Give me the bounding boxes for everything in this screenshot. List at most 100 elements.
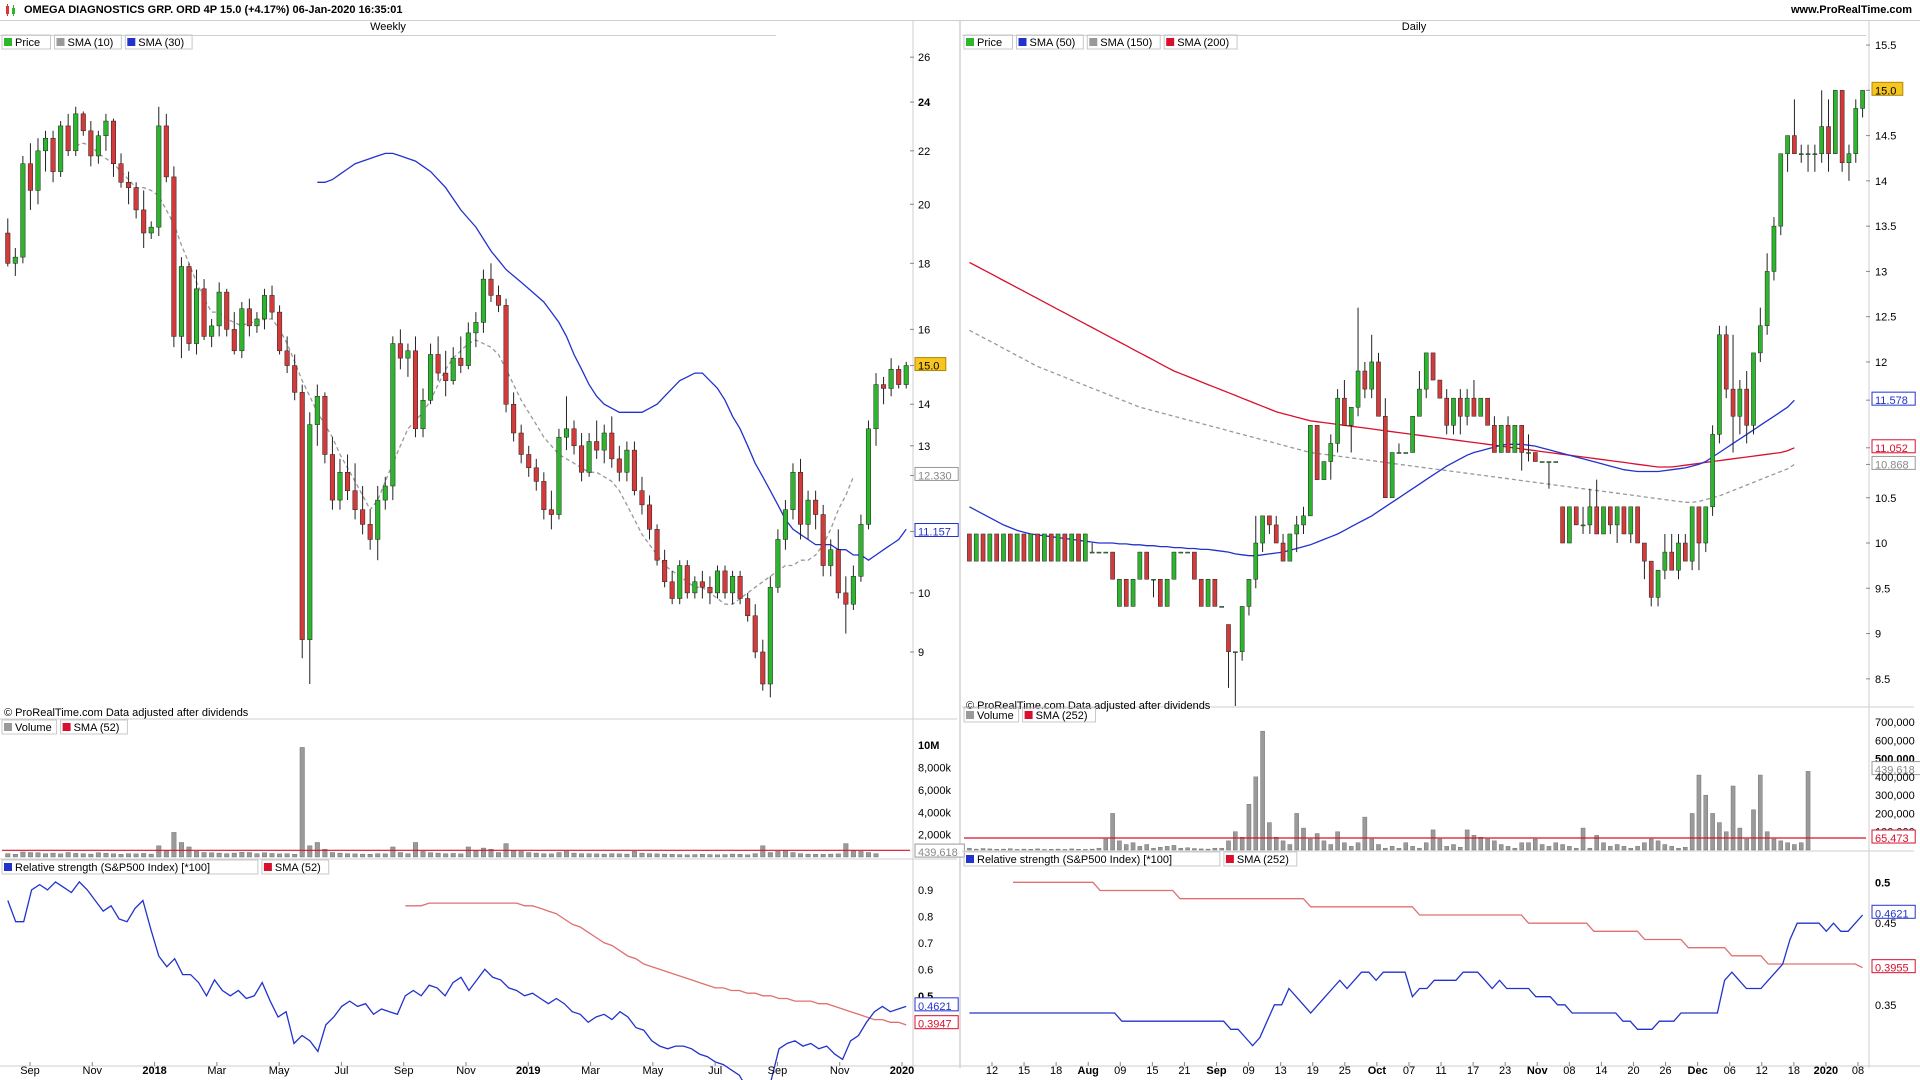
daily-candle-body xyxy=(1492,425,1497,453)
daily-volume-bar xyxy=(1717,822,1722,851)
daily-candle-body xyxy=(1042,533,1047,562)
weekly-volume-bar xyxy=(556,852,562,858)
daily-volume-bar xyxy=(1696,774,1702,851)
daily-candle-body xyxy=(1833,90,1838,154)
daily-volume-bar xyxy=(1608,846,1613,851)
daily-candle-body xyxy=(1458,397,1463,417)
weekly-volume-bar xyxy=(707,854,713,858)
weekly-candle-body xyxy=(526,454,532,469)
weekly-candle xyxy=(579,432,585,482)
daily-ytick-label: 13 xyxy=(1875,266,1887,278)
daily-volume-bar xyxy=(1648,838,1654,851)
weekly-rs-ytick-label: 0.3947 xyxy=(918,1019,952,1031)
daily-candle xyxy=(1621,506,1627,535)
weekly-candle-body xyxy=(828,549,834,566)
weekly-candle xyxy=(20,155,26,264)
daily-volume-ytick-label: 600,000 xyxy=(1875,735,1915,747)
daily-volume-bar xyxy=(1546,846,1552,851)
weekly-candle-body xyxy=(533,467,539,482)
weekly-candle-body xyxy=(594,441,600,451)
daily-volume-bar xyxy=(1001,848,1006,851)
weekly-volume-bar xyxy=(616,853,622,858)
daily-price-legend-swatch-3 xyxy=(1166,38,1175,46)
daily-volume-bar xyxy=(1621,846,1627,851)
daily-candle-body xyxy=(1389,452,1395,499)
daily-candle xyxy=(1287,533,1293,562)
daily-volume-bar xyxy=(1764,831,1770,851)
weekly-rs-ytick-label: 0.6 xyxy=(918,964,933,976)
daily-candle xyxy=(1123,578,1129,607)
daily-candle xyxy=(1137,551,1143,580)
daily-candle-body xyxy=(1526,452,1531,454)
weekly-candle xyxy=(73,106,79,156)
weekly-candle-body xyxy=(12,256,18,264)
daily-candle-body xyxy=(1573,506,1579,526)
daily-volume-bar xyxy=(1314,833,1320,851)
daily-volume-ytick-label: 400,000 xyxy=(1875,772,1915,784)
weekly-candle xyxy=(329,437,335,510)
daily-volume-bar xyxy=(1614,844,1620,851)
weekly-candle-body xyxy=(654,529,660,561)
daily-candle xyxy=(1730,334,1736,453)
daily-sma50-line xyxy=(969,399,1795,557)
daily-volume-bar xyxy=(1144,844,1149,851)
weekly-candle-body xyxy=(397,343,403,359)
weekly-candle-body xyxy=(299,392,305,640)
weekly-volume-bar xyxy=(269,853,275,858)
daily-candle-body xyxy=(1464,397,1470,417)
weekly-candle-body xyxy=(201,288,207,337)
daily-ytick-label: 9 xyxy=(1875,629,1881,641)
daily-candle xyxy=(1485,397,1490,426)
daily-volume-bar xyxy=(1212,847,1218,851)
weekly-candle-body xyxy=(903,365,909,385)
weekly-volume-bar xyxy=(292,854,298,858)
daily-ytick-label: 9.5 xyxy=(1875,583,1890,595)
weekly-volume-bar xyxy=(209,852,215,858)
weekly-candle-body xyxy=(277,311,283,352)
weekly-candle xyxy=(563,396,569,451)
daily-candle-body xyxy=(1471,397,1477,417)
daily-ytick-label: 11.578 xyxy=(1875,395,1908,407)
weekly-candle-body xyxy=(95,135,101,157)
weekly-candle xyxy=(465,322,471,370)
daily-candle xyxy=(1860,90,1865,118)
daily-price-legend-label-1: SMA (50) xyxy=(1030,37,1076,49)
daily-candle-body xyxy=(1130,578,1136,607)
daily-volume-legend-swatch-1 xyxy=(1024,711,1033,719)
daily-candle xyxy=(1771,217,1777,281)
weekly-volume-bar xyxy=(858,851,864,858)
weekly-volume-bar xyxy=(103,853,109,858)
daily-volume-bar xyxy=(1164,846,1170,851)
daily-price-legend-box-2 xyxy=(1086,34,1161,50)
weekly-volume-bar xyxy=(307,845,313,858)
daily-price-legend-box-0 xyxy=(963,34,1013,50)
daily-price-legend-box-3 xyxy=(1163,34,1238,50)
weekly-candle xyxy=(790,463,796,520)
daily-volume-bar xyxy=(1403,842,1409,851)
weekly-volume-bar xyxy=(828,853,834,858)
daily-volume-bar xyxy=(1069,848,1074,851)
daily-volume-bar xyxy=(1512,847,1518,851)
weekly-ytick-label: 14 xyxy=(918,399,930,411)
weekly-candle xyxy=(261,288,267,330)
site-link[interactable]: www.ProRealTime.com xyxy=(1790,4,1912,16)
daily-candle-body xyxy=(1642,542,1647,562)
weekly-volume-bar xyxy=(548,853,554,858)
daily-candle xyxy=(1648,560,1654,607)
weekly-rs-legend-label-1: SMA (52) xyxy=(275,862,321,874)
weekly-volume-bar xyxy=(715,854,720,858)
daily-volume-bar xyxy=(1205,848,1211,851)
daily-candle xyxy=(1369,334,1374,399)
weekly-volume-bar xyxy=(631,851,637,858)
weekly-candle xyxy=(43,130,49,172)
weekly-volume-bar xyxy=(873,853,879,858)
weekly-volume-bar xyxy=(141,853,147,858)
daily-candle xyxy=(1396,443,1402,454)
daily-rs-line xyxy=(969,914,1864,1047)
weekly-candle xyxy=(231,312,237,355)
daily-candle xyxy=(1233,651,1238,706)
weekly-volume-bar xyxy=(35,852,41,858)
daily-volume-bar xyxy=(987,848,993,851)
daily-volume-bar xyxy=(1308,838,1313,851)
daily-volume-bar xyxy=(1567,846,1572,851)
